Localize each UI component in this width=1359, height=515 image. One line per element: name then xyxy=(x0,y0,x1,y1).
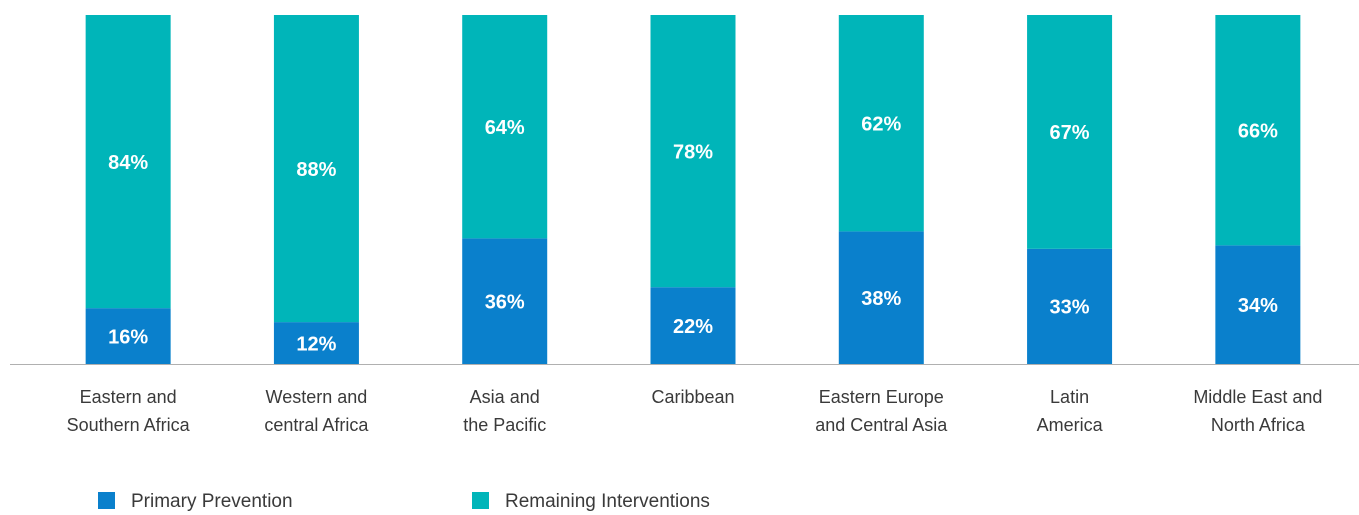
x-tick-label: Western and central Africa xyxy=(264,387,369,435)
value-label: 38% xyxy=(861,288,901,310)
bar-segment xyxy=(273,15,359,323)
value-label: 84% xyxy=(108,152,148,174)
bar-segment xyxy=(1215,15,1301,246)
value-label: 67% xyxy=(1050,122,1090,144)
value-label: 16% xyxy=(108,326,148,348)
legend-label: Primary Prevention xyxy=(131,491,293,512)
bar-segment xyxy=(273,322,359,364)
x-tick-label: Middle East and North Africa xyxy=(1193,387,1322,435)
value-label: 33% xyxy=(1050,297,1090,319)
bar-segment xyxy=(650,287,736,364)
legend-swatch xyxy=(472,492,489,509)
bar-segment xyxy=(1027,15,1113,249)
bar-segment xyxy=(1215,245,1301,364)
x-tick-label: Latin America xyxy=(1037,387,1104,435)
value-label: 12% xyxy=(296,333,336,355)
bar-segment xyxy=(85,308,171,364)
bar-segment xyxy=(838,231,924,364)
legend-swatch xyxy=(98,492,115,509)
value-label: 62% xyxy=(861,113,901,135)
value-label: 22% xyxy=(673,316,713,338)
x-tick-label: Eastern Europe and Central Asia xyxy=(815,387,948,435)
value-label: 78% xyxy=(673,141,713,163)
value-label: 34% xyxy=(1238,295,1278,317)
value-label: 88% xyxy=(296,159,336,181)
bar-segment xyxy=(85,15,171,309)
x-tick-label: Caribbean xyxy=(651,387,734,407)
value-label: 36% xyxy=(485,291,525,313)
x-tick-label: Asia and the Pacific xyxy=(463,387,546,435)
value-label: 64% xyxy=(485,117,525,139)
bar-segment xyxy=(1027,248,1113,364)
bar-segment xyxy=(838,15,924,232)
value-label: 66% xyxy=(1238,120,1278,142)
bar-segment xyxy=(650,15,736,288)
legend-label: Remaining Interventions xyxy=(505,491,710,512)
bar-segment xyxy=(462,238,548,364)
x-tick-label: Eastern and Southern Africa xyxy=(67,387,191,435)
bar-segment xyxy=(462,15,548,239)
